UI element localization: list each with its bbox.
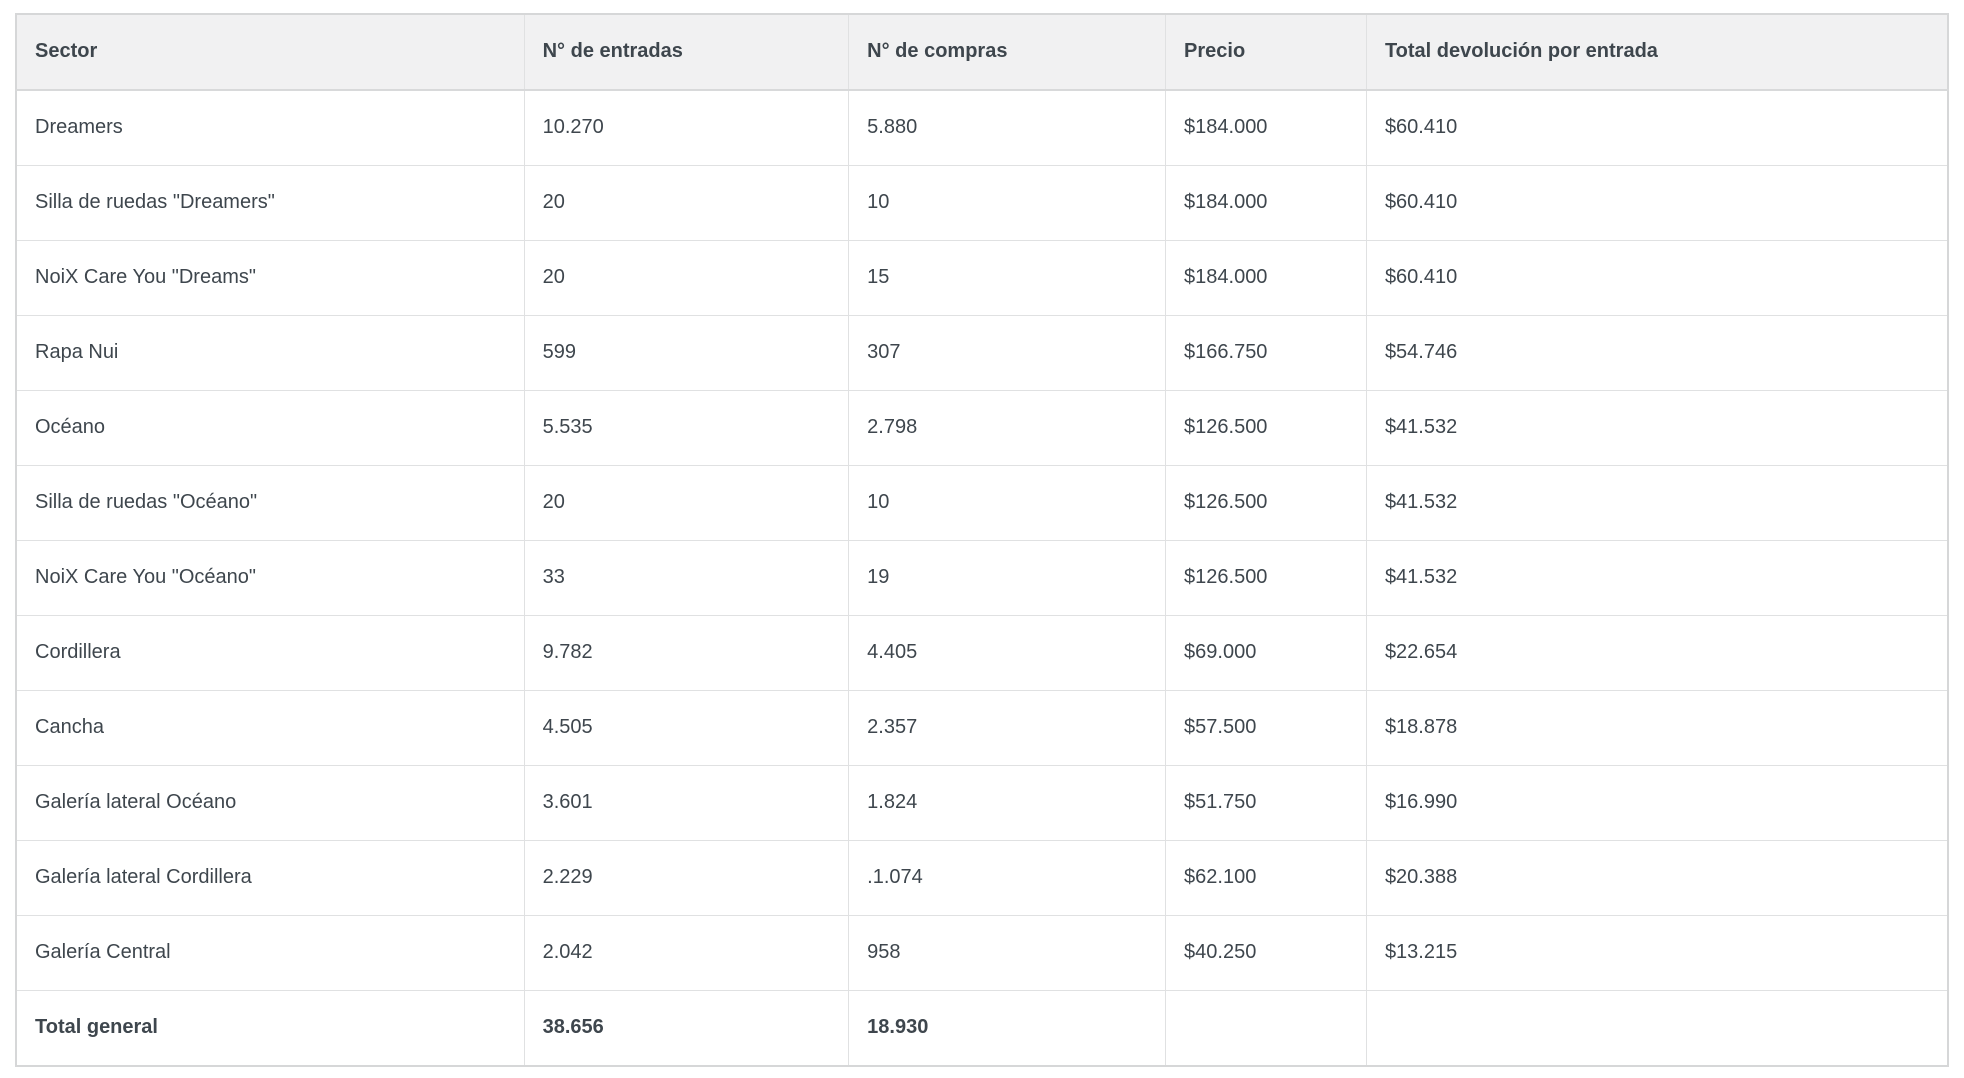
table-body: Dreamers 10.270 5.880 $184.000 $60.410 Silla … [15, 89, 1949, 1067]
table-row: Silla de ruedas "Océano" 20 10 $126.500 $41.… [15, 465, 1949, 541]
table-row: Silla de ruedas "Dreamers" 20 10 $184.000 $6… [15, 165, 1949, 241]
table-cell: $184.000 [1165, 165, 1367, 241]
table-cell: 15 [848, 240, 1167, 316]
table-cell: 3.601 [523, 765, 850, 841]
table-row: NoiX Care You "Dreams" 20 15 $184.000 $60.41… [15, 240, 1949, 316]
table-cell: 10.270 [523, 89, 850, 166]
table-cell: $126.500 [1165, 390, 1367, 466]
table-cell: $166.750 [1165, 315, 1367, 391]
table-cell: $22.654 [1365, 615, 1949, 691]
table-cell: $18.878 [1365, 690, 1949, 766]
table-row: Rapa Nui 599 307 $166.750 $54.746 [15, 315, 1949, 391]
table-cell: $60.410 [1365, 89, 1949, 166]
table-cell [1365, 990, 1949, 1067]
table-cell: 958 [848, 915, 1167, 991]
table-cell: $41.532 [1365, 540, 1949, 616]
table-cell: $41.532 [1365, 390, 1949, 466]
table-row: Dreamers 10.270 5.880 $184.000 $60.410 [15, 89, 1949, 166]
table-cell [1165, 990, 1367, 1067]
table-cell: Dreamers [15, 89, 525, 166]
table-cell: Océano [15, 390, 525, 466]
table-cell: 5.535 [523, 390, 850, 466]
table-cell: .1.074 [848, 840, 1167, 916]
sector-refund-table: Sector N° de entradas N° de compras Prec… [15, 13, 1949, 1067]
table-cell: $60.410 [1365, 165, 1949, 241]
table-cell: $126.500 [1165, 540, 1367, 616]
table-cell: 38.656 [523, 990, 850, 1067]
table-cell: NoiX Care You "Dreams" [15, 240, 525, 316]
table-header: Sector N° de entradas N° de compras Prec… [15, 13, 1949, 91]
table-cell: 33 [523, 540, 850, 616]
table-cell: Silla de ruedas "Dreamers" [15, 165, 525, 241]
table-cell: Rapa Nui [15, 315, 525, 391]
table-cell: 18.930 [848, 990, 1167, 1067]
table-cell: $69.000 [1165, 615, 1367, 691]
table-row: Galería Central 2.042 958 $40.250 $13.215 [15, 915, 1949, 991]
table-cell: $40.250 [1165, 915, 1367, 991]
table-cell: 10 [848, 165, 1167, 241]
table-row: Océano 5.535 2.798 $126.500 $41.532 [15, 390, 1949, 466]
table-row: NoiX Care You "Océano" 33 19 $126.500 $41.53… [15, 540, 1949, 616]
table-cell: 2.798 [848, 390, 1167, 466]
table-cell: 307 [848, 315, 1167, 391]
table-cell: Cordillera [15, 615, 525, 691]
table-cell: 2.229 [523, 840, 850, 916]
table-cell: 20 [523, 465, 850, 541]
header-total-devolucion: Total devolución por entrada [1365, 13, 1949, 91]
header-compras: N° de compras [848, 13, 1167, 91]
table-row: Cordillera 9.782 4.405 $69.000 $22.654 [15, 615, 1949, 691]
table-cell: $51.750 [1165, 765, 1367, 841]
table-cell: $62.100 [1165, 840, 1367, 916]
table-cell: 4.505 [523, 690, 850, 766]
table-cell: Galería lateral Cordillera [15, 840, 525, 916]
table-cell: $184.000 [1165, 89, 1367, 166]
header-sector: Sector [15, 13, 525, 91]
table-cell: $184.000 [1165, 240, 1367, 316]
header-precio: Precio [1165, 13, 1367, 91]
table-cell: 1.824 [848, 765, 1167, 841]
table-cell: 20 [523, 165, 850, 241]
table-cell: 9.782 [523, 615, 850, 691]
table-cell: 2.357 [848, 690, 1167, 766]
table-row: Cancha 4.505 2.357 $57.500 $18.878 [15, 690, 1949, 766]
table-cell: Total general [15, 990, 525, 1067]
table-cell: $60.410 [1365, 240, 1949, 316]
table-cell: Galería lateral Océano [15, 765, 525, 841]
table-cell: NoiX Care You "Océano" [15, 540, 525, 616]
table-cell: $20.388 [1365, 840, 1949, 916]
header-entradas: N° de entradas [523, 13, 850, 91]
table-row: Galería lateral Cordillera 2.229.1.074 $62… [15, 840, 1949, 916]
table-row: Galería lateral Océano 3.601 1.824 $51.750 $… [15, 765, 1949, 841]
header-row: Sector N° de entradas N° de compras Prec… [15, 13, 1949, 91]
table-cell: $54.746 [1365, 315, 1949, 391]
table-cell: $16.990 [1365, 765, 1949, 841]
table-cell: Silla de ruedas "Océano" [15, 465, 525, 541]
table-cell: $126.500 [1165, 465, 1367, 541]
table-cell: 19 [848, 540, 1167, 616]
table-cell: 599 [523, 315, 850, 391]
table-cell: 20 [523, 240, 850, 316]
table-cell: Galería Central [15, 915, 525, 991]
table-cell: 2.042 [523, 915, 850, 991]
table-cell: 5.880 [848, 89, 1167, 166]
table-cell: Cancha [15, 690, 525, 766]
table-cell: $41.532 [1365, 465, 1949, 541]
table-cell: $57.500 [1165, 690, 1367, 766]
total-row: Total general 38.656 18.930 [15, 990, 1949, 1067]
table-cell: 10 [848, 465, 1167, 541]
table-cell: 4.405 [848, 615, 1167, 691]
table-cell: $13.215 [1365, 915, 1949, 991]
